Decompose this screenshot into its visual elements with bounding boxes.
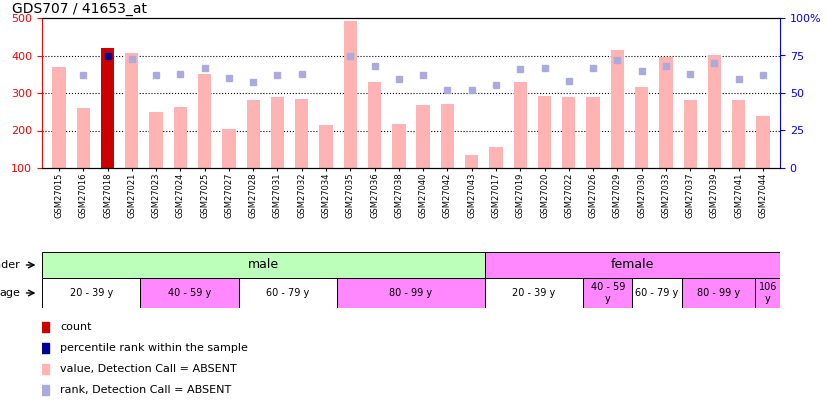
Bar [489, 147, 503, 168]
Bar [485, 278, 583, 308]
Text: percentile rank within the sample: percentile rank within the sample [60, 343, 248, 353]
Text: 80 - 99 y: 80 - 99 y [389, 288, 433, 298]
Bar [583, 278, 633, 308]
Bar [514, 82, 527, 168]
Bar [198, 74, 211, 168]
Bar [246, 100, 260, 168]
Text: 20 - 39 y: 20 - 39 y [512, 288, 556, 298]
Bar [77, 108, 90, 168]
Bar [465, 155, 478, 168]
Bar [538, 96, 551, 168]
Bar [368, 83, 382, 168]
Text: count: count [60, 322, 92, 332]
Text: 20 - 39 y: 20 - 39 y [69, 288, 113, 298]
Bar [586, 97, 600, 168]
Text: age: age [0, 288, 20, 298]
Bar [708, 55, 721, 168]
Bar [42, 278, 140, 308]
Bar [681, 278, 756, 308]
Bar [295, 99, 308, 168]
Text: value, Detection Call = ABSENT: value, Detection Call = ABSENT [60, 364, 237, 374]
Text: 40 - 59
y: 40 - 59 y [591, 282, 625, 304]
Bar [239, 278, 337, 308]
Text: 60 - 79 y: 60 - 79 y [266, 288, 310, 298]
Text: GDS707 / 41653_at: GDS707 / 41653_at [12, 2, 148, 15]
Bar [126, 53, 139, 168]
Bar [659, 57, 672, 168]
Bar [485, 252, 780, 278]
Bar [271, 97, 284, 168]
Bar [140, 278, 239, 308]
Bar [756, 278, 780, 308]
Text: 80 - 99 y: 80 - 99 y [697, 288, 740, 298]
Text: gender: gender [0, 260, 20, 270]
Text: male: male [248, 258, 279, 271]
Text: 60 - 79 y: 60 - 79 y [635, 288, 679, 298]
Bar [732, 100, 745, 168]
Bar [633, 278, 681, 308]
Text: rank, Detection Call = ABSENT: rank, Detection Call = ABSENT [60, 385, 231, 395]
Bar [416, 105, 430, 168]
Bar [222, 129, 235, 168]
Bar [344, 21, 357, 168]
Bar [610, 50, 624, 168]
Text: 40 - 59 y: 40 - 59 y [168, 288, 211, 298]
Bar [52, 67, 66, 168]
Bar [337, 278, 485, 308]
Bar [320, 125, 333, 168]
Bar [441, 104, 454, 168]
Bar [173, 107, 187, 168]
Bar [101, 48, 114, 168]
Text: 106
y: 106 y [758, 282, 777, 304]
Bar [635, 87, 648, 168]
Bar [42, 252, 485, 278]
Text: female: female [610, 258, 654, 271]
Bar [392, 124, 406, 168]
Bar [150, 112, 163, 168]
Bar [757, 116, 770, 168]
Bar [683, 100, 697, 168]
Bar [563, 98, 576, 168]
